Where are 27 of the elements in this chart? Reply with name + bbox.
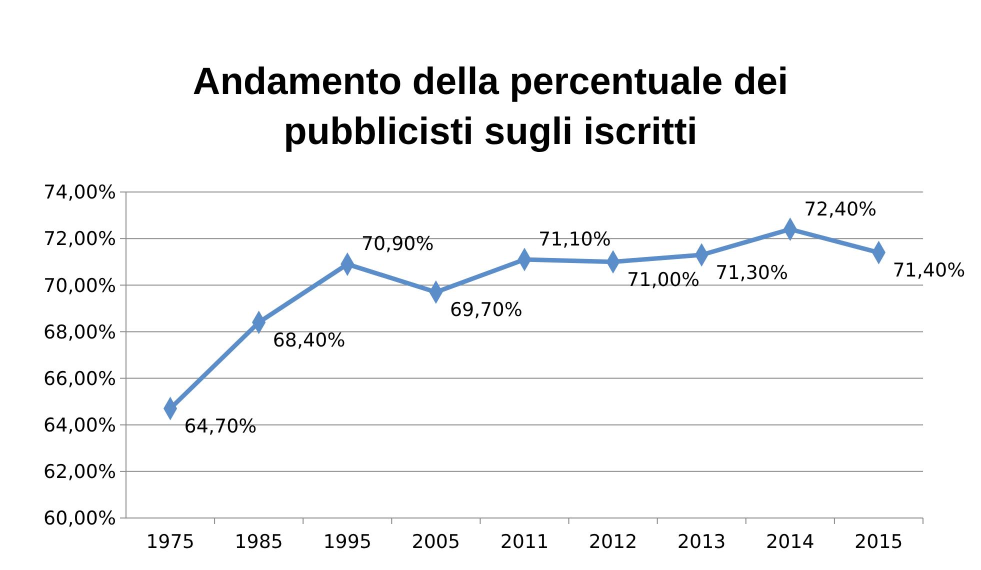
x-tick-label: 2014 [766,531,814,553]
y-tick-label: 70,00% [44,274,116,297]
x-tick-label: 2015 [854,531,903,553]
data-label: 71,30% [716,262,788,284]
data-label: 71,00% [627,268,700,291]
data-label: 69,70% [450,299,522,322]
x-tick-label: 2011 [500,531,549,553]
x-tick-label: 2013 [677,531,726,553]
y-tick-label: 72,00% [44,228,116,250]
x-tick-label: 1985 [234,531,284,553]
x-tick-label: 1975 [146,531,194,553]
data-label: 72,40% [804,198,877,220]
data-label: 71,40% [892,260,966,282]
data-label: 68,40% [272,329,346,352]
x-tick-label: 2012 [588,531,638,553]
data-label: 70,90% [361,233,434,256]
y-tick-label: 68,00% [44,321,116,344]
chart-title: Andamento della percentuale dei pubblicisti sugli iscritti [192,61,788,153]
y-tick-label: 66,00% [44,368,116,390]
y-tick-label: 74,00% [44,182,116,204]
x-tick-label: 2005 [412,531,460,553]
x-tick-label: 1995 [323,531,372,553]
y-tick-label: 64,00% [44,414,116,437]
y-tick-label: 62,00% [44,461,116,484]
y-tick-label: 60,00% [44,508,116,530]
data-label: 71,10% [538,228,611,251]
data-label: 64,70% [184,416,257,438]
